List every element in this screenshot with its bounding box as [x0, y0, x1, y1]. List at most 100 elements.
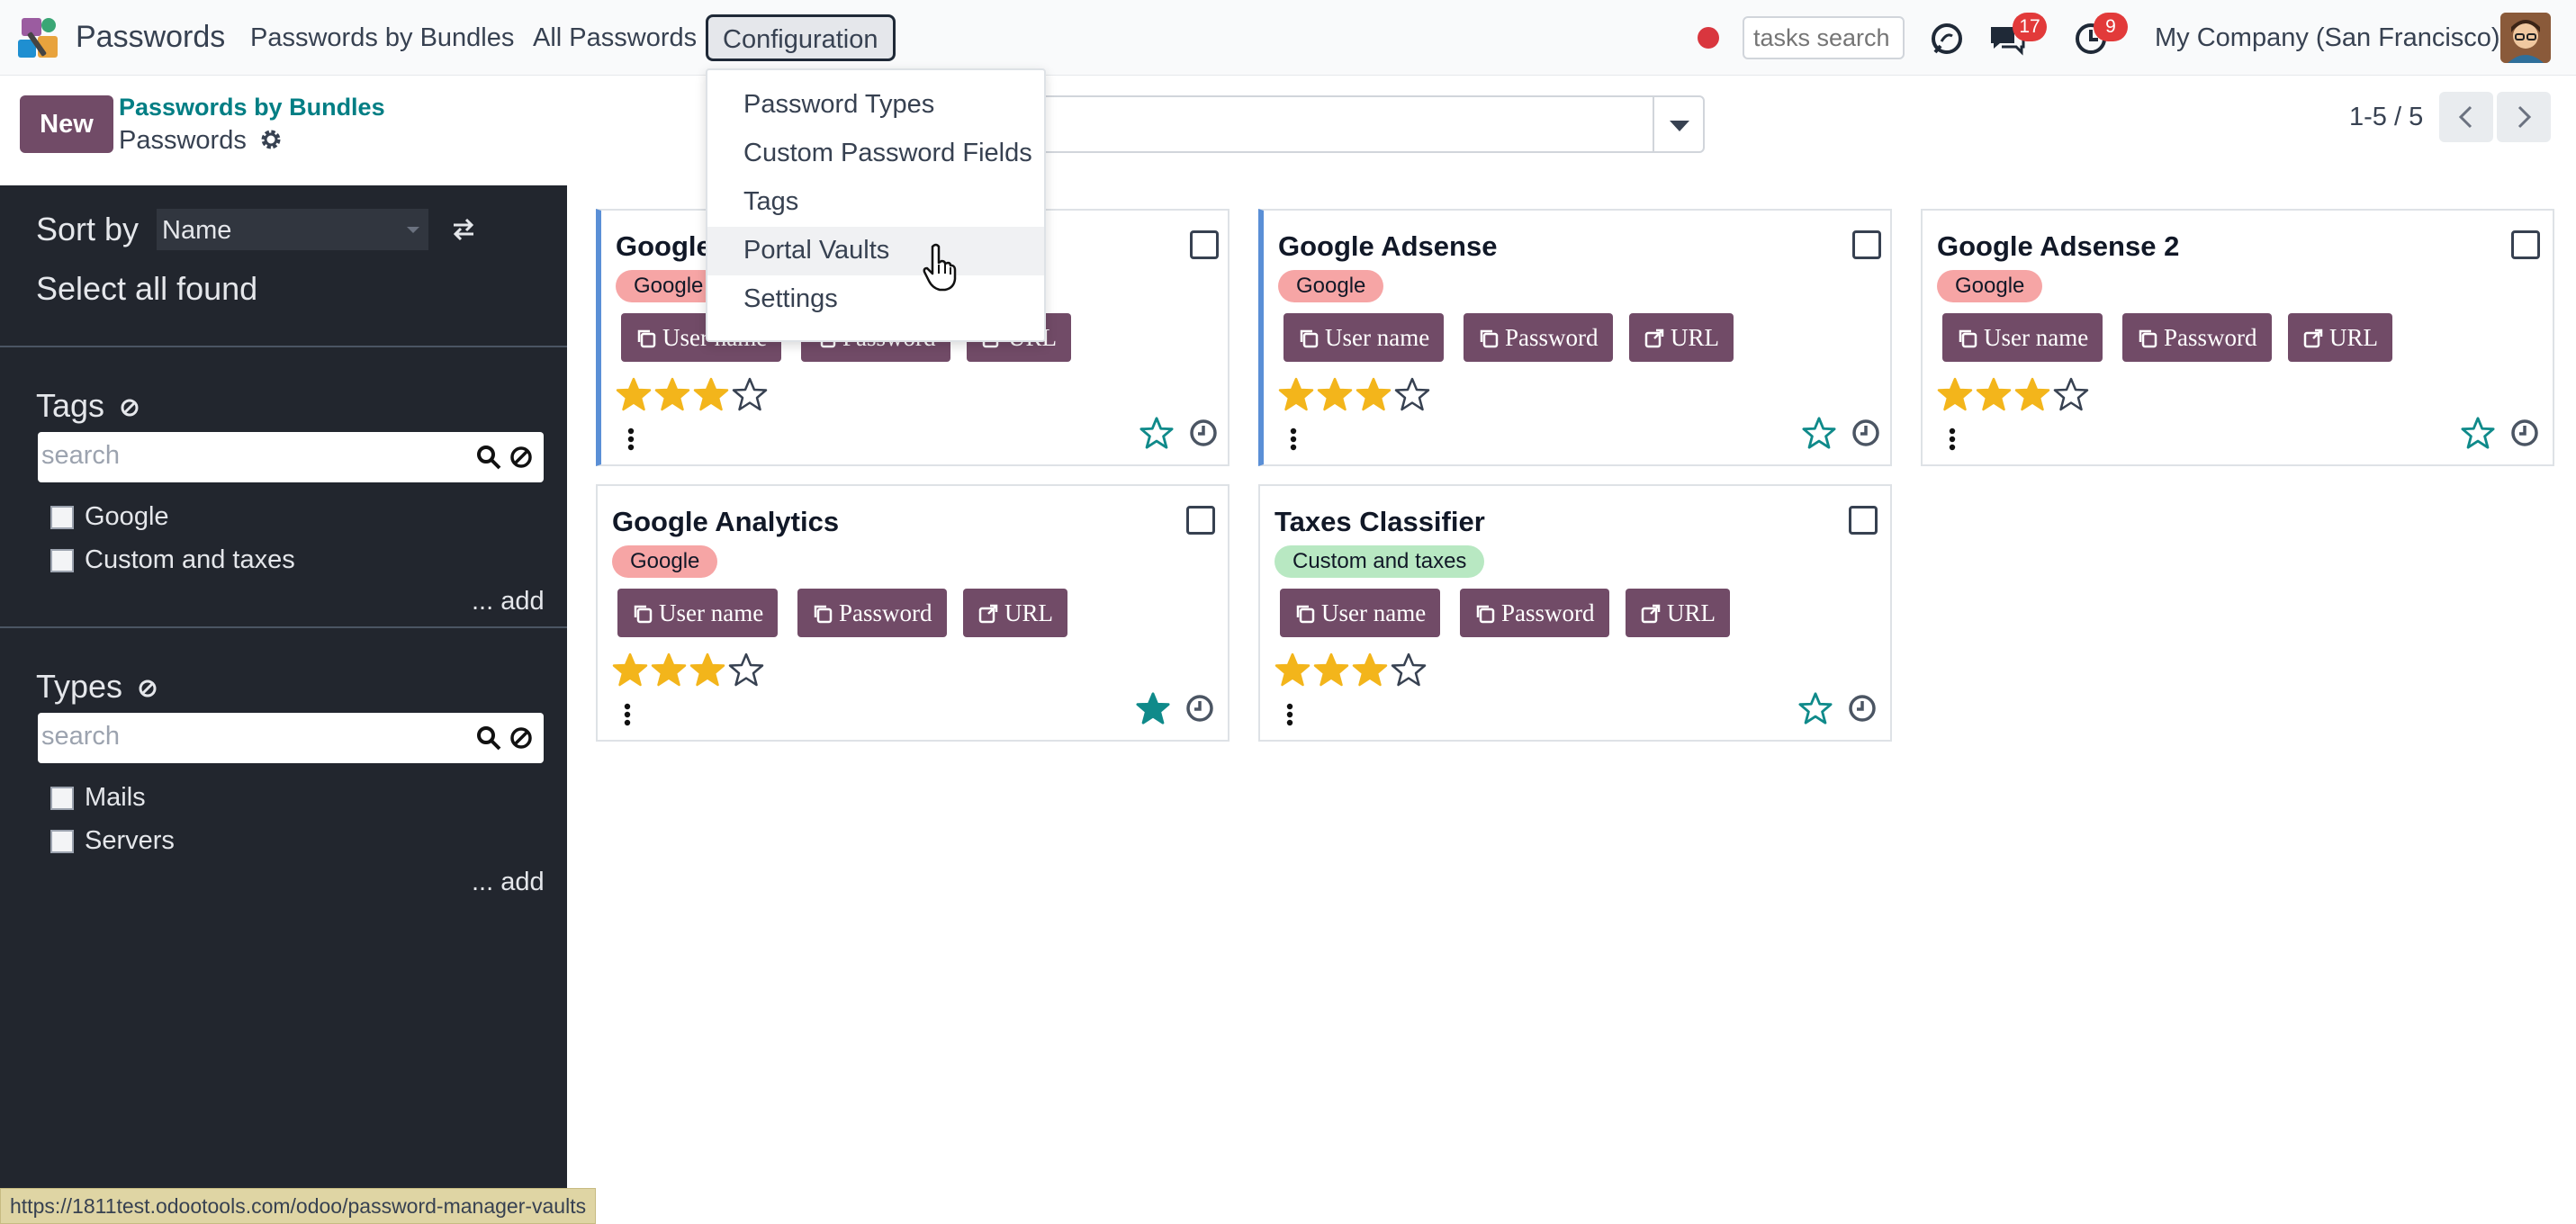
tasks-search-input[interactable]: [1743, 16, 1905, 59]
star-filled-icon[interactable]: [1317, 376, 1353, 412]
pager-previous-button[interactable]: [2439, 92, 2493, 142]
favorite-star-icon[interactable]: [1802, 416, 1836, 450]
select-all-found-link[interactable]: Select all found: [36, 270, 258, 307]
activity-clock-icon[interactable]: [1847, 693, 1878, 724]
swap-direction-icon[interactable]: [450, 216, 477, 243]
favorite-star-icon[interactable]: [1139, 416, 1174, 450]
company-switcher[interactable]: My Company (San Francisco): [2155, 23, 2500, 52]
passwords-app-icon[interactable]: [13, 13, 63, 63]
card-select-checkbox[interactable]: [2511, 230, 2540, 259]
copy-username-button[interactable]: User name: [1942, 313, 2103, 362]
star-filled-icon[interactable]: [616, 376, 652, 412]
clear-search-icon[interactable]: [508, 724, 535, 752]
menu-item-tags[interactable]: Tags: [743, 187, 799, 216]
pager-next-button[interactable]: [2497, 92, 2551, 142]
tag-checkbox[interactable]: [50, 506, 74, 529]
copy-password-button[interactable]: Password: [797, 589, 947, 637]
star-empty-icon[interactable]: [732, 376, 768, 412]
menu-passwords-by-bundles[interactable]: Passwords by Bundles: [250, 23, 515, 52]
copy-username-button[interactable]: User name: [617, 589, 779, 637]
star-empty-icon[interactable]: [1391, 652, 1427, 688]
password-card[interactable]: Google Analytics Google User name Password U…: [596, 484, 1229, 742]
app-name[interactable]: Passwords: [76, 20, 226, 54]
discuss-icon[interactable]: [1928, 20, 1966, 58]
kebab-menu-icon[interactable]: [626, 427, 635, 452]
tags-search-input[interactable]: search: [38, 432, 544, 482]
pager-value[interactable]: 1-5 / 5: [2349, 103, 2424, 131]
clear-search-icon[interactable]: [508, 444, 535, 471]
star-filled-icon[interactable]: [693, 376, 729, 412]
star-filled-icon[interactable]: [612, 652, 648, 688]
card-select-checkbox[interactable]: [1852, 230, 1881, 259]
card-select-checkbox[interactable]: [1186, 506, 1215, 535]
star-empty-icon[interactable]: [1394, 376, 1430, 412]
card-title[interactable]: Taxes Classifier: [1274, 506, 1485, 537]
activity-clock-icon[interactable]: [1188, 418, 1219, 448]
star-filled-icon[interactable]: [1352, 652, 1388, 688]
star-empty-icon[interactable]: [2053, 376, 2089, 412]
menu-item-settings[interactable]: Settings: [743, 284, 838, 313]
star-filled-icon[interactable]: [1976, 376, 2012, 412]
type-checkbox[interactable]: [50, 830, 74, 853]
card-title[interactable]: Google Adsense 2: [1937, 230, 2180, 262]
copy-password-button[interactable]: Password: [2122, 313, 2272, 362]
menu-all-passwords[interactable]: All Passwords: [533, 23, 698, 52]
search-input[interactable]: [1026, 95, 1653, 153]
sort-select[interactable]: Name: [157, 209, 428, 250]
star-filled-icon[interactable]: [1313, 652, 1349, 688]
open-url-button[interactable]: URL: [1626, 589, 1730, 637]
star-empty-icon[interactable]: [728, 652, 764, 688]
password-card[interactable]: Google Adsense 2 Google User name Password U…: [1921, 209, 2554, 466]
kebab-menu-icon[interactable]: [1289, 427, 1298, 452]
clear-tags-icon[interactable]: [119, 397, 140, 418]
copy-password-button[interactable]: Password: [1464, 313, 1613, 362]
menu-item-portal-vaults[interactable]: Portal Vaults: [707, 227, 1044, 275]
menu-item-password-types[interactable]: Password Types: [743, 90, 935, 119]
search-icon[interactable]: [475, 724, 502, 752]
kebab-menu-icon[interactable]: [1285, 702, 1294, 727]
star-filled-icon[interactable]: [689, 652, 725, 688]
kebab-menu-icon[interactable]: [1948, 427, 1957, 452]
open-url-button[interactable]: URL: [963, 589, 1067, 637]
tag-checkbox[interactable]: [50, 549, 74, 572]
card-select-checkbox[interactable]: [1849, 506, 1878, 535]
add-type-link[interactable]: ... add: [472, 868, 545, 896]
star-filled-icon[interactable]: [1937, 376, 1973, 412]
card-title[interactable]: Google: [616, 230, 712, 262]
favorite-star-icon[interactable]: [2461, 416, 2495, 450]
copy-username-button[interactable]: User name: [1280, 589, 1441, 637]
new-button[interactable]: New: [20, 95, 113, 153]
star-filled-icon[interactable]: [654, 376, 690, 412]
card-title[interactable]: Google Adsense: [1278, 230, 1498, 262]
star-filled-icon[interactable]: [1356, 376, 1392, 412]
favorite-star-filled-icon[interactable]: [1136, 691, 1170, 725]
search-options-toggle[interactable]: [1653, 95, 1705, 153]
card-select-checkbox[interactable]: [1190, 230, 1219, 259]
copy-username-button[interactable]: User name: [1283, 313, 1445, 362]
breadcrumb-parent-link[interactable]: Passwords by Bundles: [119, 94, 385, 121]
open-url-button[interactable]: URL: [2288, 313, 2392, 362]
password-card[interactable]: Google Adsense Google User name Password URL: [1258, 209, 1892, 466]
star-filled-icon[interactable]: [2014, 376, 2050, 412]
activity-clock-icon[interactable]: [1851, 418, 1881, 448]
activity-clock-icon[interactable]: [2509, 418, 2540, 448]
type-checkbox[interactable]: [50, 787, 74, 810]
star-filled-icon[interactable]: [1274, 652, 1311, 688]
clear-types-icon[interactable]: [137, 678, 158, 699]
open-url-button[interactable]: URL: [1629, 313, 1734, 362]
kebab-menu-icon[interactable]: [623, 702, 632, 727]
menu-item-custom-password-fields[interactable]: Custom Password Fields: [743, 139, 1032, 167]
gear-icon[interactable]: [259, 128, 283, 151]
star-filled-icon[interactable]: [651, 652, 687, 688]
activity-clock-icon[interactable]: [1184, 693, 1215, 724]
star-filled-icon[interactable]: [1278, 376, 1314, 412]
menu-configuration[interactable]: Configuration: [706, 14, 896, 61]
types-search-input[interactable]: search: [38, 713, 544, 763]
favorite-star-icon[interactable]: [1798, 691, 1833, 725]
copy-password-button[interactable]: Password: [1460, 589, 1609, 637]
card-title[interactable]: Google Analytics: [612, 506, 840, 537]
password-card[interactable]: Taxes Classifier Custom and taxes User nam…: [1258, 484, 1892, 742]
user-avatar[interactable]: [2500, 13, 2551, 63]
add-tag-link[interactable]: ... add: [472, 587, 545, 616]
search-icon[interactable]: [475, 444, 502, 471]
